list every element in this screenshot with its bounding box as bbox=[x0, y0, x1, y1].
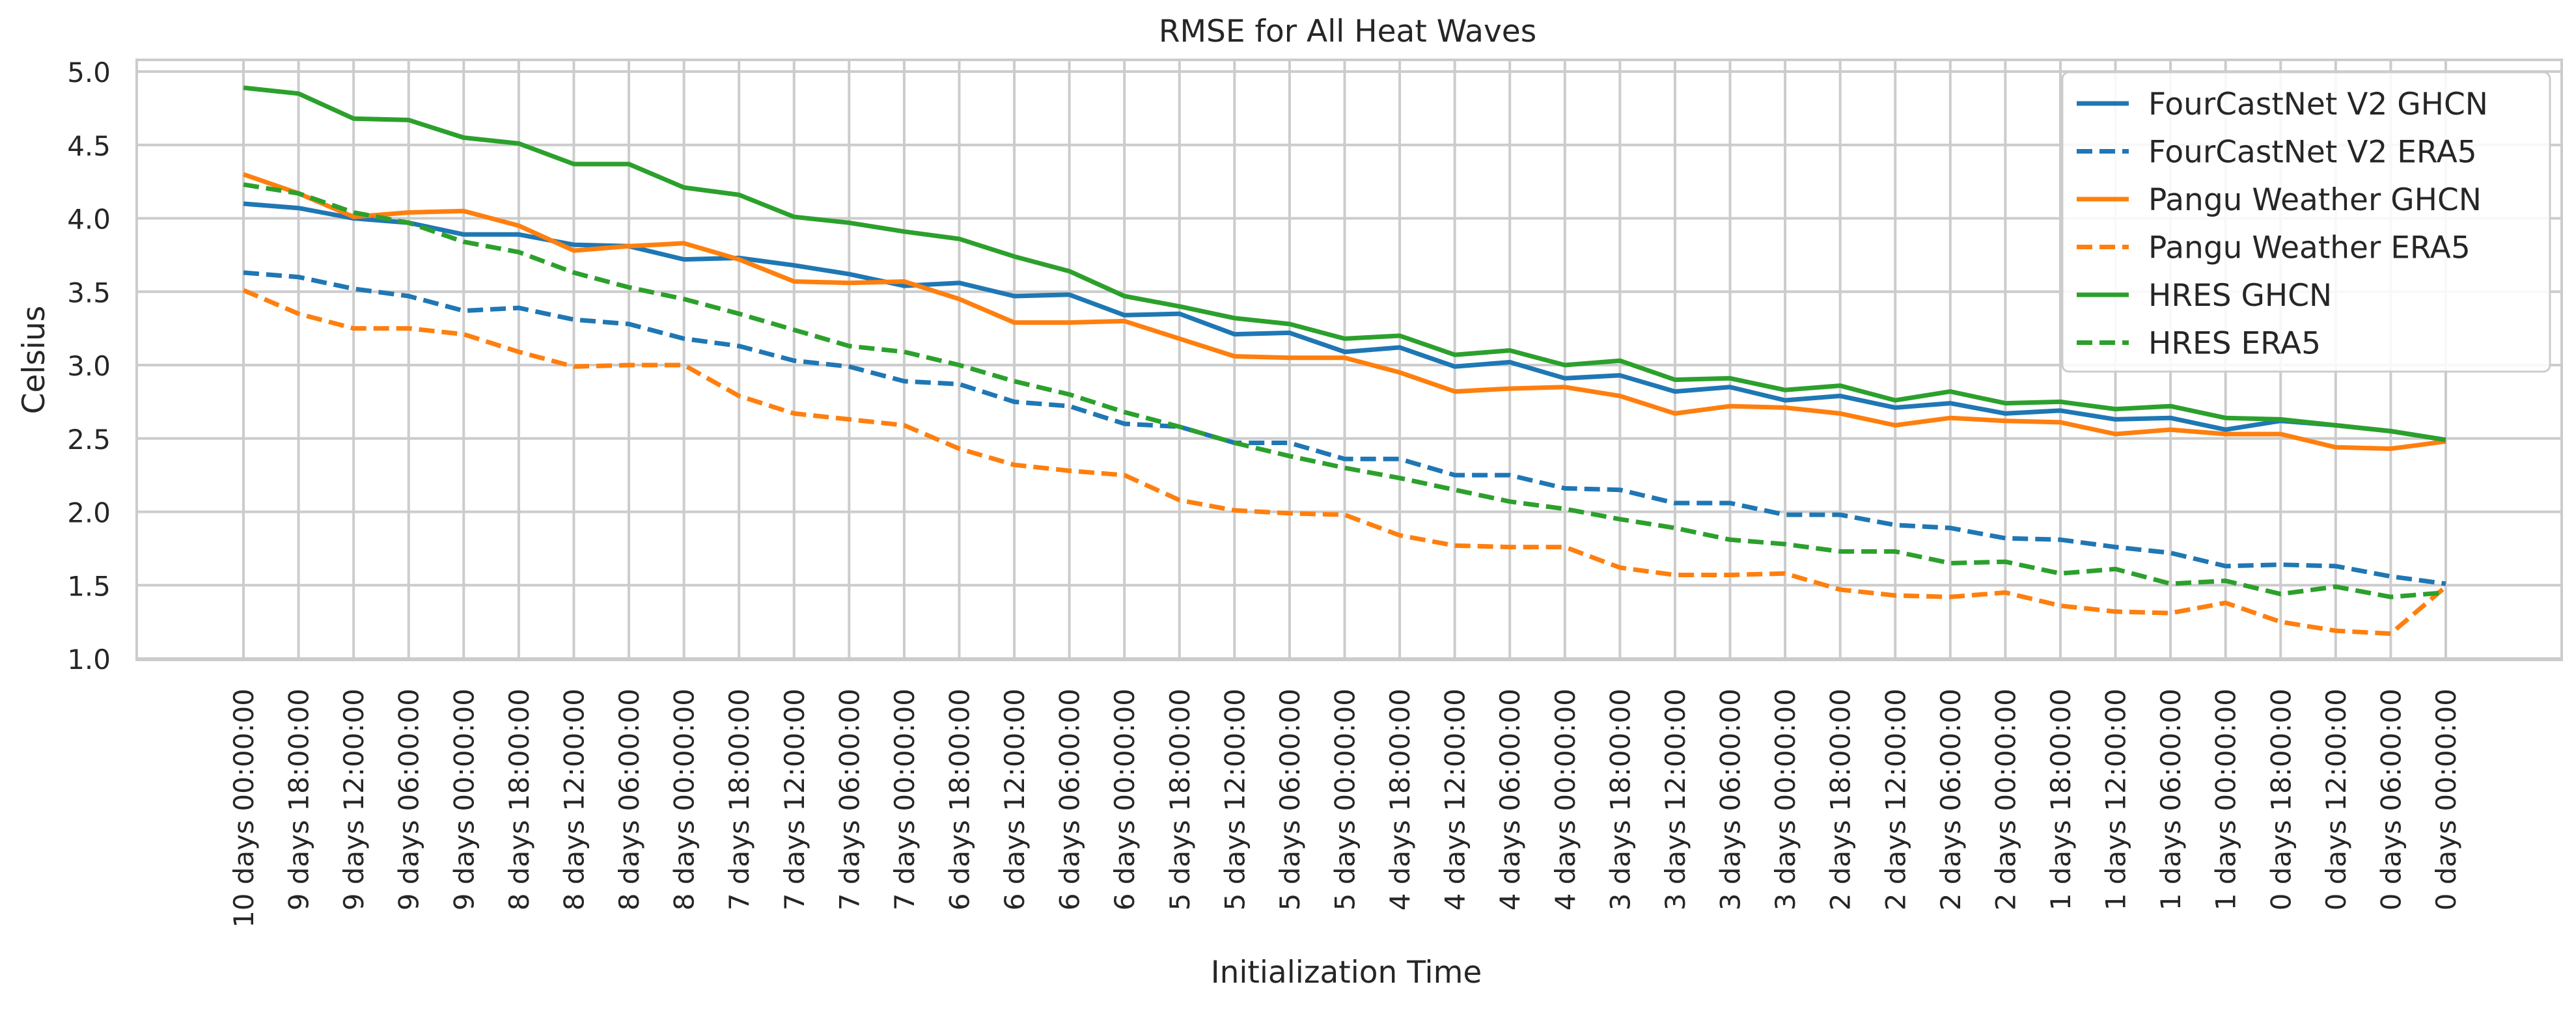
plot-frame bbox=[135, 59, 2563, 661]
x-tick-label: 5 days 18:00:00 bbox=[1164, 689, 1196, 910]
x-tick-label: 5 days 12:00:00 bbox=[1219, 689, 1251, 910]
x-tick-label: 8 days 18:00:00 bbox=[503, 689, 535, 910]
y-axis-label: Celsius bbox=[16, 306, 52, 415]
y-axis-ticks: 1.0 1.5 2.0 2.5 3.0 3.5 4.0 4.5 5.0 bbox=[67, 57, 111, 676]
x-tick-label: 3 days 12:00:00 bbox=[1659, 689, 1691, 910]
x-tick-label: 0 days 18:00:00 bbox=[2265, 689, 2297, 910]
legend-box bbox=[2061, 71, 2551, 373]
series-line-4 bbox=[243, 85, 2446, 443]
x-tick-label: 1 days 18:00:00 bbox=[2045, 689, 2077, 910]
y-tick-label: 2.0 bbox=[67, 497, 111, 529]
x-tick-label: 9 days 12:00:00 bbox=[338, 689, 370, 910]
y-tick-label: 5.0 bbox=[67, 57, 111, 89]
y-tick-label: 3.5 bbox=[67, 277, 111, 308]
x-tick-label: 2 days 18:00:00 bbox=[1825, 689, 1857, 910]
x-tick-label: 10 days 00:00:00 bbox=[228, 689, 260, 928]
x-tick-label: 1 days 12:00:00 bbox=[2100, 689, 2132, 910]
x-tick-label: 6 days 12:00:00 bbox=[999, 689, 1031, 910]
x-tick-label: 0 days 06:00:00 bbox=[2375, 689, 2407, 910]
x-tick-label: 4 days 00:00:00 bbox=[1549, 689, 1581, 910]
legend-label-3: Pangu Weather ERA5 bbox=[2148, 230, 2471, 266]
y-tick-label: 3.0 bbox=[67, 350, 111, 382]
x-tick-label: 7 days 18:00:00 bbox=[723, 689, 755, 910]
x-tick-label: 9 days 00:00:00 bbox=[448, 689, 480, 910]
x-tick-label: 2 days 00:00:00 bbox=[1989, 689, 2021, 910]
y-tick-label: 1.5 bbox=[67, 570, 111, 602]
series-line-3 bbox=[242, 288, 2448, 636]
x-tick-label: 2 days 12:00:00 bbox=[1879, 689, 1911, 910]
x-tick-label: 1 days 00:00:00 bbox=[2210, 689, 2242, 910]
legend-label-2: Pangu Weather GHCN bbox=[2148, 182, 2482, 218]
x-tick-label: 9 days 18:00:00 bbox=[283, 689, 315, 910]
legend-label-5: HRES ERA5 bbox=[2148, 326, 2321, 362]
x-axis-label: Initialization Time bbox=[1211, 955, 1482, 990]
x-tick-label: 8 days 12:00:00 bbox=[558, 689, 590, 910]
series-line-5 bbox=[243, 182, 2446, 599]
legend-label-1: FourCastNet V2 ERA5 bbox=[2148, 135, 2477, 171]
series-line-2 bbox=[242, 172, 2446, 451]
legend: FourCastNet V2 GHCN FourCastNet V2 ERA5 Pa… bbox=[2061, 71, 2551, 373]
x-tick-label: 3 days 00:00:00 bbox=[1769, 689, 1801, 910]
x-tick-label: 0 days 00:00:00 bbox=[2430, 689, 2462, 910]
x-tick-label: 0 days 12:00:00 bbox=[2320, 689, 2352, 910]
x-tick-label: 9 days 06:00:00 bbox=[393, 689, 425, 910]
x-tick-label: 6 days 06:00:00 bbox=[1054, 689, 1086, 910]
grid-lines bbox=[137, 60, 2562, 660]
y-tick-label: 1.0 bbox=[67, 644, 111, 676]
x-tick-label: 4 days 12:00:00 bbox=[1439, 689, 1471, 910]
x-tick-label: 6 days 18:00:00 bbox=[943, 689, 975, 910]
y-tick-label: 4.0 bbox=[67, 204, 111, 236]
x-tick-label: 8 days 06:00:00 bbox=[613, 689, 645, 910]
y-tick-label: 4.5 bbox=[67, 130, 111, 162]
x-tick-label: 5 days 06:00:00 bbox=[1274, 689, 1306, 910]
chart-title: RMSE for All Heat Waves bbox=[1159, 14, 1536, 49]
x-tick-label: 2 days 06:00:00 bbox=[1935, 689, 1967, 910]
x-tick-label: 7 days 12:00:00 bbox=[779, 689, 810, 910]
x-tick-label: 7 days 00:00:00 bbox=[889, 689, 921, 910]
x-tick-label: 6 days 00:00:00 bbox=[1109, 689, 1141, 910]
x-axis-ticks: 10 days 00:00:00 9 days 18:00:00 9 days 12… bbox=[228, 689, 2462, 928]
x-tick-label: 7 days 06:00:00 bbox=[833, 689, 865, 910]
x-tick-label: 3 days 06:00:00 bbox=[1715, 689, 1747, 910]
x-tick-label: 4 days 18:00:00 bbox=[1384, 689, 1416, 910]
legend-label-4: HRES GHCN bbox=[2148, 278, 2332, 314]
x-tick-label: 8 days 00:00:00 bbox=[669, 689, 700, 910]
series-line-1 bbox=[243, 270, 2446, 586]
x-tick-label: 4 days 06:00:00 bbox=[1494, 689, 1526, 910]
x-tick-label: 1 days 06:00:00 bbox=[2155, 689, 2187, 910]
series-lines bbox=[242, 85, 2448, 636]
legend-label-0: FourCastNet V2 GHCN bbox=[2148, 87, 2488, 122]
y-tick-label: 2.5 bbox=[67, 424, 111, 456]
x-tick-label: 5 days 00:00:00 bbox=[1329, 689, 1361, 910]
x-tick-label: 3 days 18:00:00 bbox=[1604, 689, 1636, 910]
